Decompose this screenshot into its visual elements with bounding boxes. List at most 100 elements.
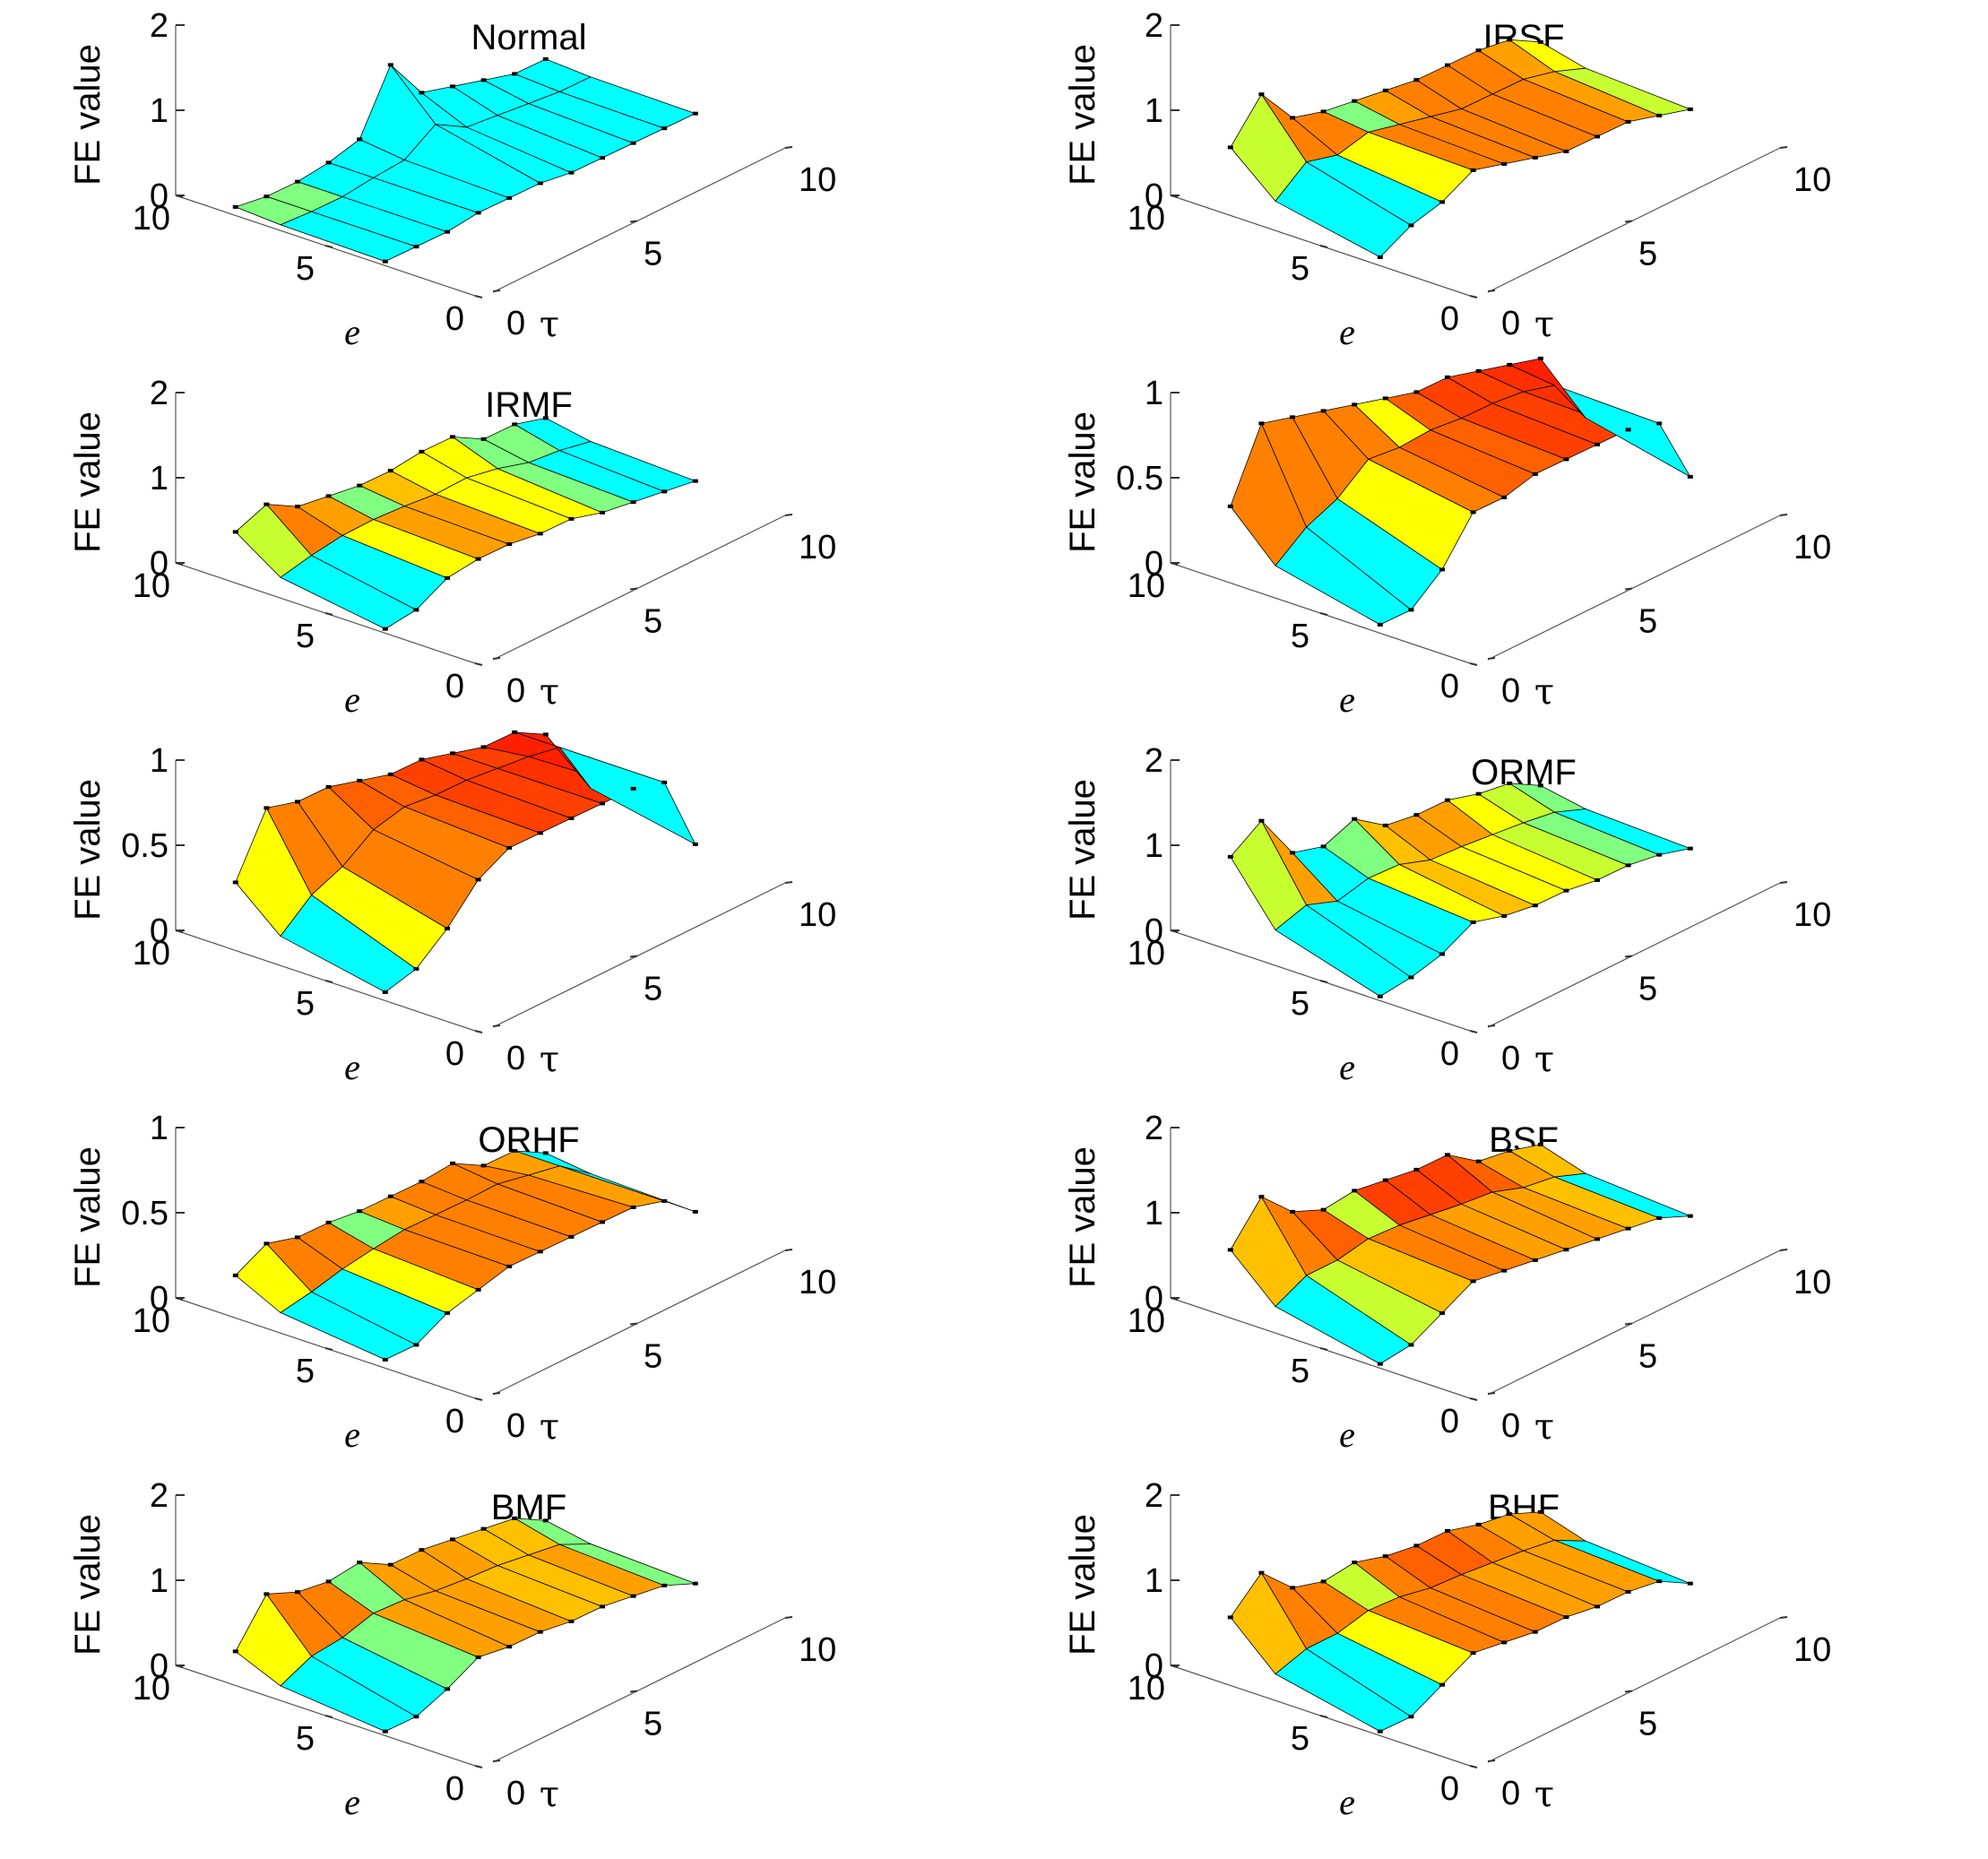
e-tick-mark: [175, 195, 184, 198]
surface-vertex-marker: [387, 1194, 393, 1198]
e-tick-label: 5: [296, 1353, 315, 1390]
e-tick-mark: [1170, 930, 1179, 933]
e-tick-mark: [175, 1664, 184, 1668]
surface-vertex-marker: [1413, 1543, 1420, 1548]
tau-tick-label: 5: [644, 603, 662, 641]
surface-vertex-marker: [692, 1581, 698, 1586]
tau-tick-label: 10: [1794, 161, 1831, 199]
surface-vertex-marker: [506, 1645, 513, 1649]
surface-vertex-marker: [600, 1220, 605, 1224]
z-axis-label: FE value: [1063, 1146, 1102, 1288]
e-tick-label: 5: [296, 618, 315, 655]
surface-vertex-marker: [1656, 1215, 1663, 1220]
axes: 0 1 2 FE value 10 5 0 e 0 5 10 τ: [68, 7, 836, 352]
z-tick-label: 2: [150, 7, 169, 45]
e-tick-mark: [1319, 245, 1328, 248]
e-tick-label: 0: [1440, 300, 1459, 338]
surface-vertex-marker: [419, 1548, 425, 1552]
surface-vertex-marker: [1470, 1279, 1476, 1284]
e-axis-label: e: [1339, 312, 1355, 352]
surface-vertex-marker: [419, 449, 425, 454]
e-tick-label: 5: [1291, 1353, 1309, 1390]
surface-vertex-marker: [512, 422, 518, 427]
surface-vertex-marker: [264, 1241, 270, 1246]
tau-tick-label: 0: [1501, 672, 1520, 710]
surface-vertex-marker: [450, 1537, 455, 1542]
z-tick-label: 0: [1145, 912, 1163, 950]
surface-vertex-marker: [1532, 471, 1538, 476]
z-tick-label: 0: [150, 912, 169, 950]
surface-vertex-marker: [1258, 1195, 1265, 1199]
surface-vertex-marker: [1656, 421, 1663, 426]
z-tick-label: 0: [150, 177, 169, 215]
surface-vertex-marker: [1563, 149, 1569, 153]
tau-tick-mark: [629, 1322, 638, 1326]
surface-vertex-marker: [1352, 1561, 1358, 1565]
surface-vertex-marker: [1595, 442, 1600, 446]
tau-tick-mark: [492, 657, 501, 660]
z-axis-label: FE value: [1063, 44, 1102, 186]
tau-tick-label: 10: [1794, 1631, 1831, 1669]
surface-vertex-marker: [568, 816, 575, 820]
e-tick-label: 10: [1128, 1302, 1165, 1340]
z-tick-label: 1: [1145, 1195, 1163, 1232]
surface-vertex-marker: [445, 575, 450, 580]
surface-vertex-marker: [232, 880, 238, 885]
e-tick-mark: [474, 1397, 483, 1401]
surface-vertex-marker: [445, 229, 450, 234]
tau-axis-line: [492, 882, 786, 1028]
tau-tick-label: 5: [644, 236, 662, 273]
surface-vertex-marker: [387, 63, 393, 67]
surface-vertex-marker: [1475, 368, 1482, 373]
surface-vertex-marker: [692, 111, 698, 116]
surface-vertex-marker: [1382, 1178, 1388, 1182]
surface-vertex-marker: [1445, 1153, 1450, 1157]
tau-axis-line: [492, 147, 786, 293]
surface-vertex-marker: [1625, 863, 1631, 868]
surface-vertex-marker: [264, 806, 270, 810]
z-tick-label: 1: [1145, 92, 1163, 130]
surface-vertex-marker: [1258, 1570, 1265, 1575]
tau-axis-label: τ: [1534, 1407, 1554, 1448]
surface-vertex-marker: [1470, 168, 1476, 172]
surface-vertex-marker: [661, 489, 668, 494]
z-tick-label: 1: [150, 1562, 169, 1600]
surface-vertex-marker: [692, 842, 698, 846]
surface-vertex-marker: [1413, 1167, 1420, 1172]
subplot-ormf: ORMF 0 1 2 FE value 10 5 0 e 0 5 10 τ: [995, 735, 1981, 1102]
surface-vertex-marker: [1445, 798, 1450, 802]
surface-vertex-marker: [413, 1715, 419, 1719]
surface-vertex-marker: [1507, 1512, 1513, 1517]
surface-vertex-marker: [1656, 1579, 1663, 1584]
surface-vertex-marker: [445, 1310, 450, 1315]
surface-vertex-marker: [506, 1264, 513, 1268]
tau-axis-line: [1487, 514, 1781, 661]
surface-vertex-marker: [475, 211, 481, 215]
surface-plot: IRMF 0 1 2 FE value 10 5 0 e 0 5 10 τ: [68, 375, 836, 720]
tau-tick-mark: [1624, 1690, 1633, 1693]
z-tick-label: 2: [1145, 742, 1163, 780]
tau-tick-label: 0: [1501, 305, 1520, 342]
surface-vertex-marker: [1413, 813, 1420, 817]
z-tick-label: 2: [1145, 1110, 1163, 1147]
surface-vertex-marker: [1377, 1729, 1383, 1734]
tau-axis-line: [1487, 1617, 1781, 1763]
e-axis-label: e: [1339, 1414, 1355, 1455]
surface-vertex-marker: [1377, 622, 1383, 627]
surface-vertex-marker: [1537, 783, 1543, 788]
e-tick-mark: [1170, 1297, 1179, 1301]
e-axis-label: e: [1339, 1047, 1355, 1087]
tau-tick-mark: [1779, 514, 1788, 516]
surface-vertex-marker: [1352, 402, 1358, 407]
surface: [1227, 356, 1693, 627]
tau-tick-mark: [629, 220, 638, 223]
surface-vertex-marker: [450, 1161, 455, 1165]
surface-vertex-marker: [1537, 1509, 1543, 1514]
surface-vertex-marker: [1501, 913, 1508, 918]
surface-vertex-marker: [382, 259, 388, 264]
surface-vertex-marker: [1687, 846, 1693, 851]
